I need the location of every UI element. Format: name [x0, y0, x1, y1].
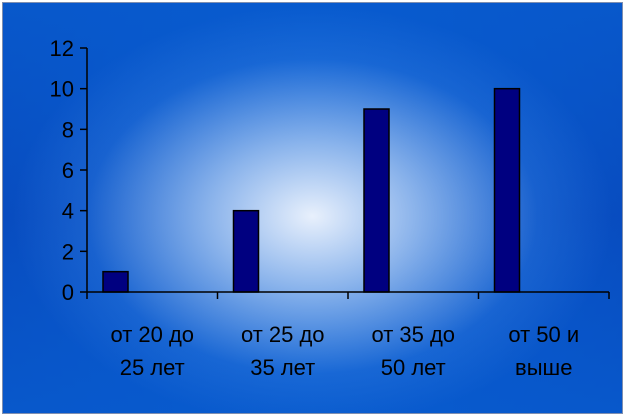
x-category-label-2: от 25 до 35 лет [241, 322, 325, 380]
y-tick-label-10: 10 [50, 77, 74, 102]
y-tick-label-12: 12 [50, 36, 74, 61]
x-category-label-4: от 50 и выше [508, 322, 579, 380]
y-tick-label-6: 6 [62, 158, 74, 183]
y-tick-label-4: 4 [62, 199, 74, 224]
labels-group: 0 2 4 6 8 10 12 от 20 до 25 лет от 25 до 35 лет от … [50, 36, 580, 380]
bar-1 [102, 270, 129, 293]
bar-3 [363, 108, 390, 293]
y-tick-label-2: 2 [62, 239, 74, 264]
bar-4 [493, 87, 521, 293]
y-tick-label-0: 0 [62, 280, 74, 305]
bar-2 [232, 209, 260, 293]
bars-group [102, 87, 521, 293]
x-category-label-3: от 35 до 50 лет [371, 322, 455, 380]
x-category-label-1: от 20 до 25 лет [110, 322, 194, 380]
y-tick-label-8: 8 [62, 117, 74, 142]
axes-group [80, 47, 610, 299]
